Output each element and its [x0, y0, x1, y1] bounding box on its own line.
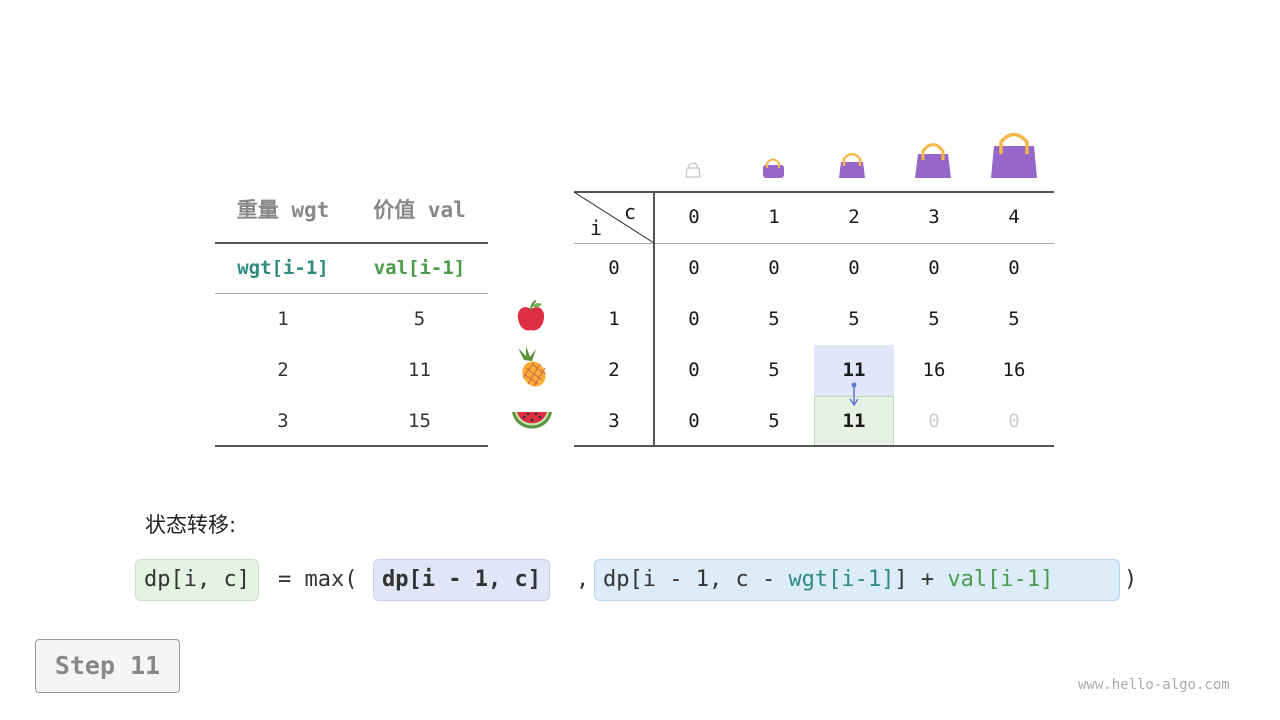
- dp-cell: 0: [768, 257, 780, 279]
- header-weight: 重量 wgt: [236, 198, 330, 222]
- val-cell: 5: [413, 308, 426, 330]
- dp-cell: 5: [848, 308, 860, 330]
- transition-label: 状态转移:: [145, 513, 237, 537]
- row-header: 0: [608, 257, 620, 279]
- bag-capacity-0-icon: [685, 162, 701, 178]
- formula-option-2: dp[i - 1, c - wgt[i-1]] + val[i-1]: [594, 559, 1120, 601]
- dp-cell: 11: [842, 410, 866, 432]
- dp-cell: 5: [768, 410, 780, 432]
- apple-icon: [517, 300, 545, 331]
- divider: [215, 445, 488, 447]
- pineapple-icon: [518, 346, 546, 387]
- val-cell: 11: [408, 359, 431, 381]
- formula-lhs: dp[i, c]: [135, 559, 259, 601]
- bag-capacity-1-icon: [763, 158, 784, 178]
- corner-c-label: c: [624, 200, 637, 224]
- subheader-wgt: wgt[i-1]: [237, 257, 329, 279]
- dp-cell: 0: [688, 359, 700, 381]
- divider: [574, 191, 1054, 193]
- col-header: 0: [688, 206, 700, 228]
- dp-cell: 0: [928, 257, 940, 279]
- formula-close: ): [1124, 567, 1138, 592]
- dp-cell: 5: [768, 308, 780, 330]
- row-header: 2: [608, 359, 620, 381]
- corner-diagonal: [574, 192, 654, 244]
- wgt-cell: 1: [277, 308, 289, 330]
- dp-cell: 16: [922, 359, 946, 381]
- bag-capacity-2-icon: [839, 152, 865, 178]
- corner-i-label: i: [590, 216, 603, 240]
- divider: [215, 293, 488, 294]
- col-header: 1: [768, 206, 780, 228]
- dp-cell: 0: [688, 410, 700, 432]
- watermelon-icon: [512, 412, 552, 429]
- dp-cell: 11: [842, 359, 866, 381]
- divider: [215, 242, 488, 244]
- header-value: 价值 val: [373, 198, 466, 222]
- dp-cell: 16: [1002, 359, 1026, 381]
- dp-cell: 0: [688, 308, 700, 330]
- formula-text: ] +: [894, 567, 948, 592]
- wgt-cell: 2: [277, 359, 289, 381]
- formula-comma: ,: [576, 567, 590, 592]
- row-header: 1: [608, 308, 620, 330]
- col-header: 4: [1008, 206, 1020, 228]
- dp-cell: 0: [1008, 257, 1020, 279]
- arrow-down-icon: [849, 382, 859, 407]
- divider: [574, 445, 1054, 447]
- step-button[interactable]: Step 11: [35, 639, 180, 693]
- divider: [574, 243, 1054, 244]
- dp-cell: 5: [928, 308, 940, 330]
- wgt-cell: 3: [277, 410, 289, 432]
- dp-cell: 0: [928, 410, 940, 432]
- dp-cell: 0: [1008, 410, 1020, 432]
- watermark: www.hello-algo.com: [1078, 677, 1230, 693]
- subheader-val: val[i-1]: [373, 257, 466, 279]
- row-header: 3: [608, 410, 620, 432]
- dp-cell: 5: [1008, 308, 1020, 330]
- formula-option-1: dp[i - 1, c]: [373, 559, 550, 601]
- divider: [653, 192, 655, 446]
- formula-wgt: wgt[i-1]: [788, 567, 895, 592]
- bag-capacity-3-icon: [915, 143, 951, 178]
- col-header: 3: [928, 206, 940, 228]
- formula-text: dp[i - 1, c -: [603, 567, 789, 592]
- bag-capacity-4-icon: [991, 132, 1037, 178]
- val-cell: 15: [408, 410, 431, 432]
- formula-eq: = max(: [278, 567, 358, 592]
- formula-val: val[i-1]: [947, 567, 1054, 592]
- dp-cell: 0: [848, 257, 860, 279]
- col-header: 2: [848, 206, 860, 228]
- dp-cell: 0: [688, 257, 700, 279]
- dp-cell: 5: [768, 359, 780, 381]
